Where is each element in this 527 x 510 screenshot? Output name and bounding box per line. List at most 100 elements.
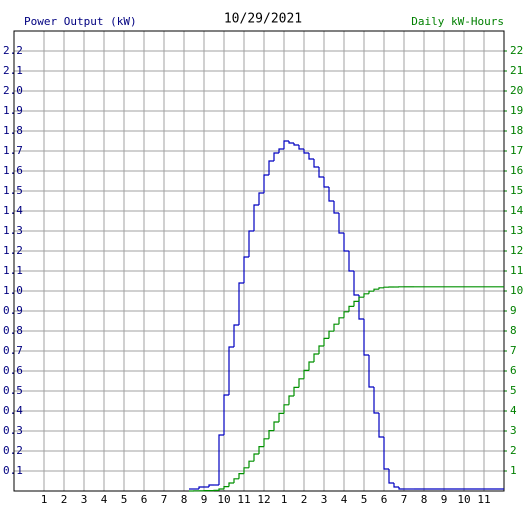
step-segment [243, 467, 249, 474]
step-segment [308, 153, 314, 160]
step-segment [368, 290, 374, 294]
step-segment [363, 293, 369, 298]
step-segment [363, 319, 369, 356]
y-tick-label: 1.2 [3, 244, 23, 257]
y2-tick-label: 13 [510, 224, 523, 237]
step-segment [348, 251, 354, 272]
y-tick-label: 1.3 [3, 224, 23, 237]
step-segment [253, 453, 259, 462]
x-tick-label: 9 [441, 493, 448, 506]
y2-tick-label: 10 [510, 284, 523, 297]
x-tick-label: 12 [257, 493, 270, 506]
step-segment [238, 473, 244, 479]
y2-axis-title: Daily kW-Hours [411, 15, 504, 28]
step-segment [268, 430, 274, 439]
step-segment [373, 387, 379, 414]
step-segment [273, 421, 279, 431]
step-segment [383, 437, 389, 470]
step-segment [343, 311, 349, 318]
step-segment [223, 486, 229, 489]
x-tick-label: 4 [341, 493, 348, 506]
step-segment [348, 305, 354, 312]
step-segment [223, 394, 229, 435]
step-segment [233, 478, 239, 483]
x-tick-label: 7 [401, 493, 408, 506]
y-tick-label: 0.6 [3, 364, 23, 377]
y-tick-label: 0.4 [3, 404, 23, 417]
y-tick-label: 1.1 [3, 264, 23, 277]
step-segment [313, 353, 319, 362]
x-tick-label: 4 [101, 493, 108, 506]
step-segment [218, 434, 224, 485]
step-segment [373, 288, 379, 292]
step-segment [328, 330, 334, 339]
x-tick-label: 1 [41, 493, 48, 506]
step-segment [288, 141, 294, 144]
y-tick-label: 0.9 [3, 304, 23, 317]
step-segment [258, 192, 264, 205]
step-segment [338, 317, 344, 325]
step-segment [293, 143, 299, 146]
step-segment [303, 149, 309, 154]
y-tick-label: 2.2 [3, 44, 23, 57]
y-tick-label: 2.1 [3, 64, 23, 77]
step-segment [198, 486, 204, 489]
y-tick-label: 0.8 [3, 324, 23, 337]
step-segment [283, 404, 289, 414]
y2-tick-label: 4 [510, 404, 517, 417]
x-tick-label: 10 [457, 493, 470, 506]
chart-title: 10/29/2021 [224, 12, 302, 27]
y-tick-label: 0.5 [3, 384, 23, 397]
step-segment [313, 159, 319, 168]
y-tick-label: 1.6 [3, 164, 23, 177]
step-segment [328, 187, 334, 202]
y2-tick-label: 14 [510, 204, 524, 217]
x-tick-label: 10 [217, 493, 230, 506]
step-segment [308, 361, 314, 371]
y2-tick-label: 9 [510, 304, 517, 317]
y2-tick-label: 20 [510, 84, 523, 97]
y-tick-label: 1.9 [3, 104, 23, 117]
step-segment [258, 446, 264, 454]
step-segment [278, 412, 284, 422]
x-tick-label: 11 [237, 493, 250, 506]
step-segment [333, 323, 339, 332]
x-tick-label: 3 [81, 493, 88, 506]
y2-tick-label: 22 [510, 44, 523, 57]
step-segment [398, 487, 404, 490]
step-segment [323, 337, 329, 346]
x-tick-label: 8 [181, 493, 188, 506]
y-axis-title: Power Output (kW) [24, 15, 137, 28]
step-segment [288, 395, 294, 405]
x-tick-label: 7 [161, 493, 168, 506]
step-segment [243, 256, 249, 283]
y-tick-label: 1.0 [3, 284, 23, 297]
x-tick-label: 8 [421, 493, 428, 506]
x-tick-label: 2 [61, 493, 68, 506]
step-segment [358, 295, 364, 320]
step-segment [208, 484, 214, 487]
y-tick-label: 1.7 [3, 144, 23, 157]
step-segment [283, 140, 289, 149]
step-segment [278, 148, 284, 153]
step-segment [238, 282, 244, 325]
step-segment [378, 413, 384, 438]
x-tick-label: 6 [141, 493, 148, 506]
x-tick-label: 11 [477, 493, 490, 506]
y-tick-label: 2.0 [3, 84, 23, 97]
y2-tick-label: 12 [510, 244, 523, 257]
step-segment [233, 324, 239, 347]
step-segment [293, 386, 299, 396]
step-segment [248, 230, 254, 257]
step-segment [318, 345, 324, 354]
y2-tick-label: 16 [510, 164, 523, 177]
step-segment [268, 160, 274, 175]
y-tick-label: 0.3 [3, 424, 23, 437]
y-tick-label: 1.8 [3, 124, 23, 137]
plot-area [14, 31, 504, 491]
x-tick-label: 6 [381, 493, 388, 506]
y2-tick-label: 15 [510, 184, 523, 197]
y2-tick-label: 18 [510, 124, 523, 137]
